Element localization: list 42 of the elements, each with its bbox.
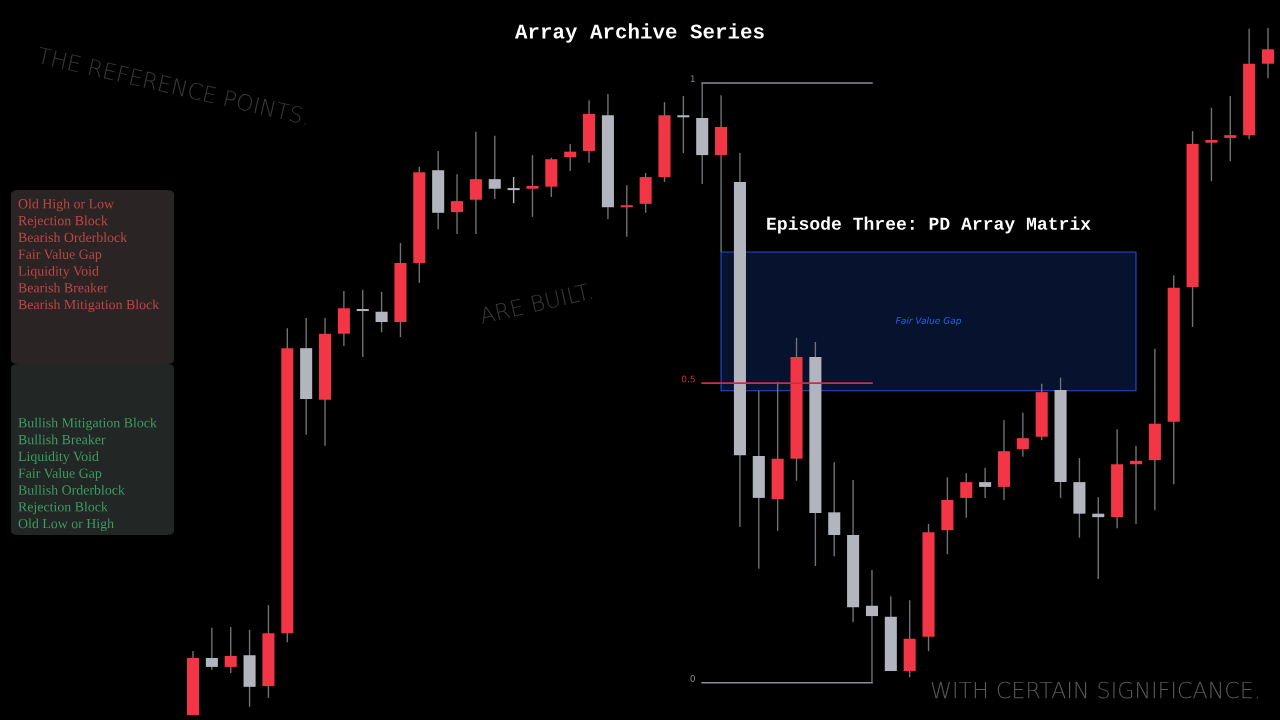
text: Bullish Breaker bbox=[18, 434, 106, 445]
annotation: ARE BUILT. bbox=[478, 282, 593, 325]
annotation: WITH CERTAIN SIGNIFICANCE. bbox=[931, 681, 1258, 699]
candlestick bbox=[979, 466, 992, 499]
series-label: 0.5 bbox=[681, 375, 695, 383]
text: Rejection Block bbox=[18, 501, 108, 515]
text: Liquidity Void bbox=[18, 451, 99, 464]
legend-label: Fair Value Gap bbox=[895, 316, 962, 326]
candlestick bbox=[451, 173, 464, 235]
candlestick bbox=[620, 184, 633, 238]
text: Bearish Breaker bbox=[18, 282, 108, 293]
text: Old Low or High bbox=[18, 518, 114, 532]
candlestick bbox=[564, 143, 577, 172]
candlestick bbox=[1224, 95, 1237, 162]
text: Bullish Orderblock bbox=[18, 484, 125, 495]
candlestick bbox=[828, 461, 841, 557]
candlestick bbox=[507, 176, 520, 204]
text: Bearish Mitigation Block bbox=[18, 299, 160, 313]
text: Rejection Block bbox=[18, 215, 108, 229]
text: Old High or Low bbox=[18, 198, 114, 212]
candlestick bbox=[205, 627, 218, 671]
chart-title: Array Archive Series bbox=[514, 23, 764, 43]
candlestick bbox=[356, 289, 369, 358]
text: Fair Value Gap bbox=[18, 468, 102, 481]
text: Liquidity Void bbox=[18, 265, 99, 279]
text: Episode Three: PD Array Matrix bbox=[767, 216, 1091, 234]
candlestick bbox=[224, 626, 237, 674]
series-label: 1 bbox=[690, 75, 695, 83]
candlestick bbox=[526, 154, 539, 218]
candlestick bbox=[677, 95, 690, 154]
candlestick bbox=[960, 472, 973, 519]
candlestick bbox=[469, 131, 482, 235]
candlestick bbox=[375, 291, 388, 334]
candlestick bbox=[1205, 106, 1218, 182]
text: Bullish Mitigation Block bbox=[18, 417, 157, 431]
series-label: 0 bbox=[690, 675, 696, 682]
candlestick bbox=[1016, 412, 1029, 458]
candlestick bbox=[1261, 27, 1275, 79]
candlestick bbox=[865, 569, 878, 684]
text: Bearish Orderblock bbox=[18, 232, 128, 243]
candlestick bbox=[488, 135, 501, 200]
text: Fair Value Gap bbox=[18, 249, 102, 262]
